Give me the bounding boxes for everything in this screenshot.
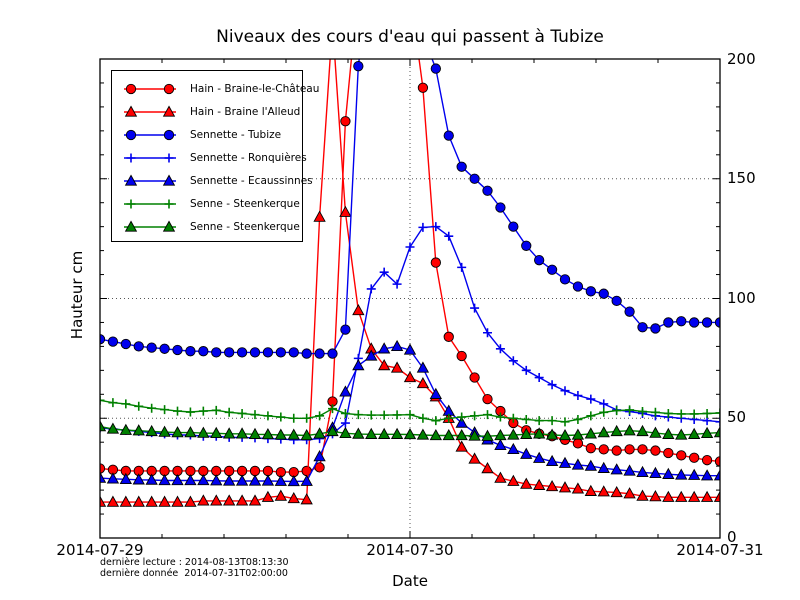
legend-swatch-blue-circle-icon <box>124 129 176 140</box>
y-axis-label: Hauteur cm <box>68 250 86 340</box>
legend: Hain - Braine-le-Château Hain - Braine l… <box>111 70 319 242</box>
series-6 <box>100 420 720 441</box>
legend-label: Sennette - Ronquières <box>190 151 307 164</box>
legend-swatch-green-plus-icon <box>124 199 176 208</box>
legend-swatch-red-triangle-icon <box>124 104 176 117</box>
x-tick-2014-07-31: 2014-07-31 <box>676 541 764 559</box>
legend-label: Senne - Steenkerque <box>190 220 300 233</box>
x-tick-2014-07-30: 2014-07-30 <box>366 541 454 559</box>
legend-row-sennette-ecaussinnes: Sennette - Ecaussinnes <box>121 169 313 192</box>
series-5 <box>100 395 720 427</box>
footnote-last-read: dernière lecture : 2014-08-13T08:13:30 <box>100 557 289 568</box>
series-2 <box>100 59 720 359</box>
legend-label: Sennette - Ecaussinnes <box>190 174 313 187</box>
x-tick-2014-07-29: 2014-07-29 <box>56 541 144 559</box>
legend-row-hain-braine-le-chateau: Hain - Braine-le-Château <box>121 77 319 100</box>
y-tick-50: 50 <box>727 408 747 426</box>
legend-swatch-green-triangle-icon <box>124 219 176 232</box>
y-tick-150: 150 <box>727 169 756 187</box>
legend-swatch-blue-plus-icon <box>124 153 176 162</box>
legend-row-senne-steenkerque-plus: Senne - Steenkerque <box>121 192 302 215</box>
legend-swatch-blue-triangle-icon <box>124 173 176 186</box>
y-tick-200: 200 <box>727 50 756 68</box>
legend-label: Sennette - Tubize <box>190 128 282 141</box>
series-0 <box>100 59 720 478</box>
legend-label: Hain - Braine l'Alleud <box>190 105 301 118</box>
footnote-last-data: dernière donnée 2014-07-31T02:00:00 <box>100 568 288 579</box>
x-axis-label: Date <box>392 572 428 590</box>
legend-label: Senne - Steenkerque <box>190 197 300 210</box>
y-tick-0: 0 <box>727 528 737 546</box>
legend-label: Hain - Braine-le-Château <box>190 82 320 95</box>
chart-title: Niveaux des cours d'eau qui passent à Tu… <box>216 27 604 47</box>
legend-row-sennette-ronquieres: Sennette - Ronquières <box>121 146 307 169</box>
y-tick-100: 100 <box>727 289 756 307</box>
series-4 <box>100 339 720 487</box>
legend-row-senne-steenkerque-triangle: Senne - Steenkerque <box>121 215 302 238</box>
legend-swatch-red-circle-icon <box>124 83 176 94</box>
legend-row-sennette-tubize: Sennette - Tubize <box>121 123 302 146</box>
legend-row-hain-braine-l-alleud: Hain - Braine l'Alleud <box>121 100 302 123</box>
